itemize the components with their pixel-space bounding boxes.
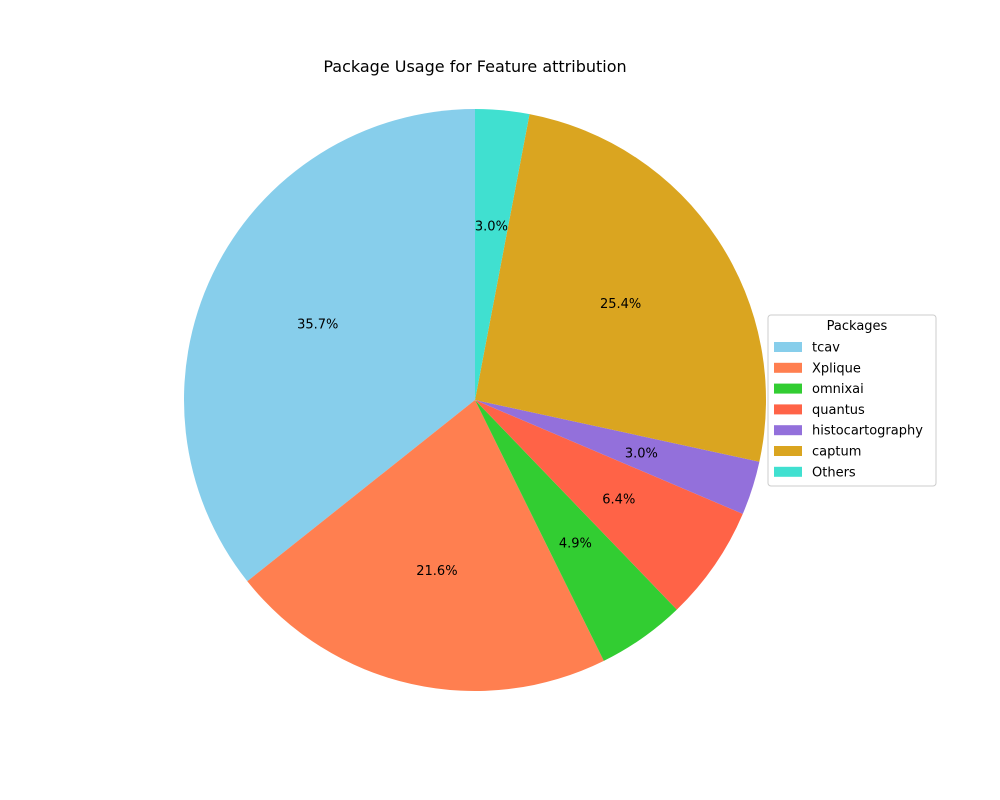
pie-percent-label-omnixai: 4.9% [559,536,592,551]
pie-slice-captum [475,114,766,462]
legend-title: Packages [827,319,888,334]
legend-label-xplique: Xplique [812,361,861,376]
legend-label-tcav: tcav [812,341,840,356]
pie-slice-others [475,109,530,400]
pie-percent-labels: 35.7% 21.6% 4.9% 6.4% 3.0% 25.4% 3.0% [297,220,658,579]
pie-percent-label-histocartography: 3.0% [625,446,658,461]
legend-items: tcav Xplique omnixai quantus histocartograph… [774,341,923,480]
pie-percent-label-xplique: 21.6% [416,564,457,579]
legend-swatch-omnixai [774,383,802,394]
legend-swatch-xplique [774,362,802,373]
pie-percent-label-captum: 25.4% [600,297,641,312]
legend-label-quantus: quantus [812,403,865,418]
pie-slice-xplique [247,400,604,692]
pie-slice-quantus [475,400,743,610]
pie-slices [183,109,766,692]
pie-slice-omnixai [475,400,677,661]
legend-swatch-histocartography [774,425,802,436]
legend-swatch-quantus [774,404,802,415]
legend-box [767,314,937,487]
pie-percent-label-quantus: 6.4% [602,493,635,508]
pie-percent-label-others: 3.0% [475,220,508,235]
legend-swatch-others [774,466,802,477]
legend-label-captum: captum [812,445,861,460]
legend-swatch-tcav [774,342,802,352]
legend-label-omnixai: omnixai [812,382,864,397]
legend-swatch-captum [774,446,802,456]
chart-title: Package Usage for Feature attribution [323,57,626,76]
legend-label-histocartography: histocartography [812,424,923,439]
pie-percent-label-tcav: 35.7% [297,318,338,333]
pie-slice-histocartography [475,400,760,514]
legend: Packages tcav Xplique omnixai quantus histoc… [767,314,937,487]
pie-slice-tcav [183,109,475,582]
legend-label-others: Others [812,465,856,480]
